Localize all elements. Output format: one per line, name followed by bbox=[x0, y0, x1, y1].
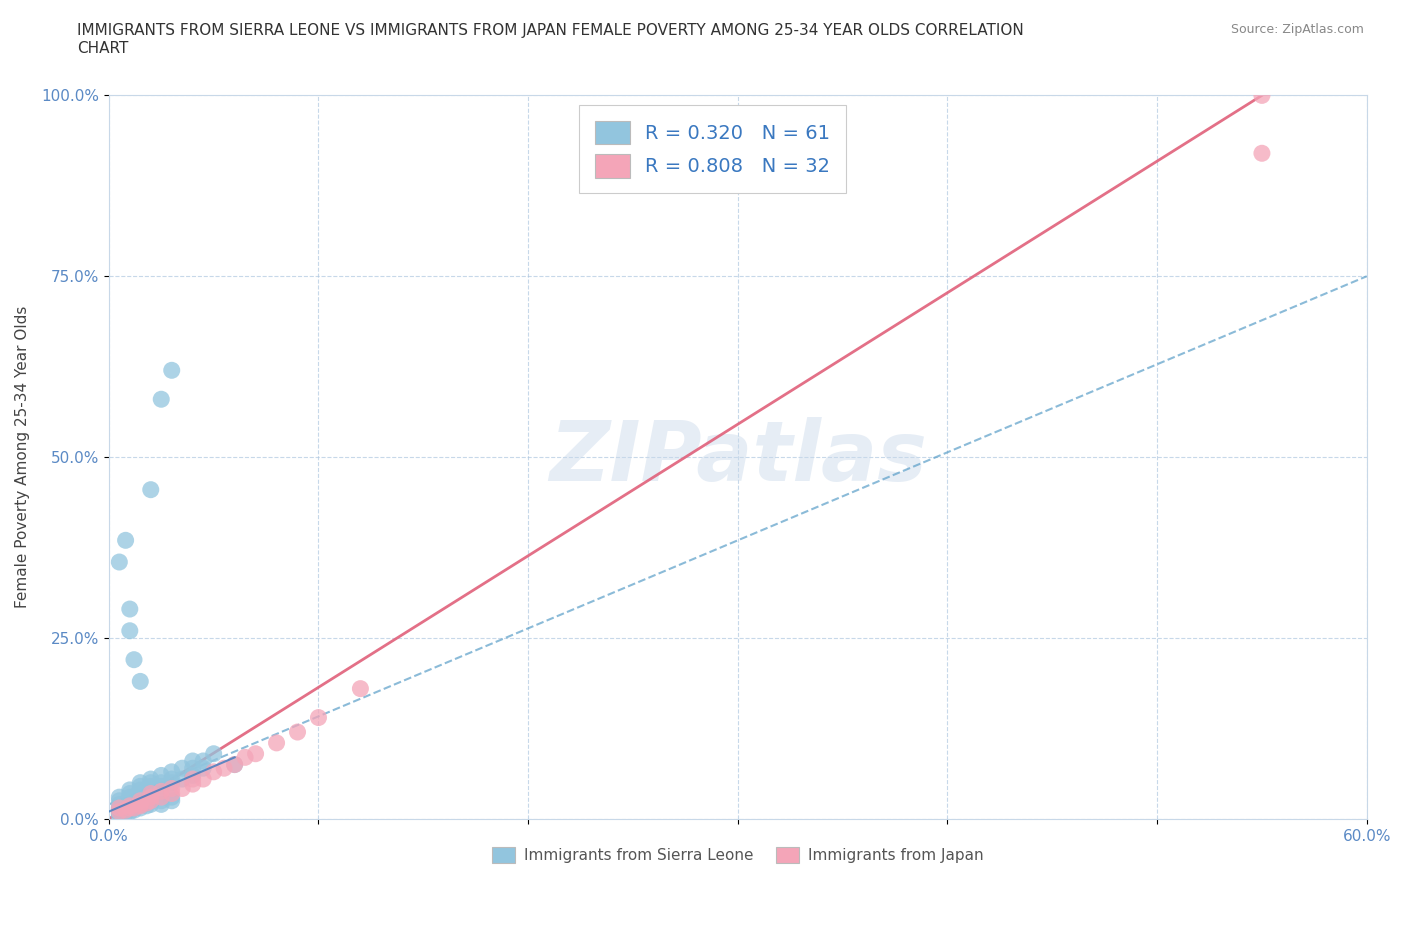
Point bbox=[224, 757, 246, 772]
Point bbox=[135, 795, 157, 810]
Point bbox=[308, 711, 330, 725]
Point bbox=[160, 363, 183, 378]
Point bbox=[172, 761, 194, 776]
Point bbox=[108, 804, 131, 819]
Point bbox=[122, 803, 145, 817]
Point bbox=[108, 804, 131, 819]
Point bbox=[150, 778, 173, 793]
Point bbox=[224, 757, 246, 772]
Point bbox=[118, 782, 141, 797]
Point bbox=[202, 764, 225, 779]
Point bbox=[118, 798, 141, 813]
Point bbox=[129, 776, 152, 790]
Point bbox=[114, 533, 136, 548]
Point bbox=[160, 790, 183, 804]
Point bbox=[108, 808, 131, 823]
Point bbox=[118, 801, 141, 816]
Point bbox=[129, 782, 152, 797]
Point bbox=[181, 753, 204, 768]
Point bbox=[172, 781, 194, 796]
Point bbox=[202, 746, 225, 761]
Text: ZIPatlas: ZIPatlas bbox=[548, 417, 927, 498]
Text: Source: ZipAtlas.com: Source: ZipAtlas.com bbox=[1230, 23, 1364, 36]
Point bbox=[139, 782, 162, 797]
Point bbox=[129, 798, 152, 813]
Point bbox=[1251, 146, 1274, 161]
Point bbox=[139, 790, 162, 804]
Point bbox=[108, 793, 131, 808]
Point bbox=[193, 772, 215, 787]
Point bbox=[122, 652, 145, 667]
Point bbox=[129, 674, 152, 689]
Point bbox=[122, 801, 145, 816]
Point bbox=[150, 768, 173, 783]
Point bbox=[114, 803, 136, 817]
Point bbox=[108, 790, 131, 804]
Point bbox=[114, 805, 136, 820]
Point bbox=[108, 803, 131, 817]
Y-axis label: Female Poverty Among 25-34 Year Olds: Female Poverty Among 25-34 Year Olds bbox=[15, 306, 30, 608]
Point bbox=[212, 761, 235, 776]
Point bbox=[129, 801, 152, 816]
Point bbox=[139, 786, 162, 801]
Point bbox=[118, 623, 141, 638]
Point bbox=[139, 793, 162, 808]
Point bbox=[160, 764, 183, 779]
Point bbox=[150, 776, 173, 790]
Point bbox=[118, 602, 141, 617]
Point bbox=[150, 392, 173, 406]
Point bbox=[150, 784, 173, 799]
Point bbox=[129, 797, 152, 812]
Point bbox=[122, 790, 145, 804]
Point bbox=[181, 768, 204, 783]
Point bbox=[129, 793, 152, 808]
Point bbox=[160, 793, 183, 808]
Point bbox=[139, 776, 162, 790]
Point bbox=[160, 776, 183, 790]
Point bbox=[193, 761, 215, 776]
Point bbox=[150, 790, 173, 804]
Point bbox=[129, 786, 152, 801]
Point bbox=[139, 797, 162, 812]
Point bbox=[172, 772, 194, 787]
Point bbox=[181, 777, 204, 791]
Point bbox=[118, 801, 141, 816]
Point bbox=[193, 753, 215, 768]
Point bbox=[349, 681, 371, 696]
Point bbox=[181, 772, 204, 787]
Point bbox=[108, 801, 131, 816]
Point bbox=[181, 761, 204, 776]
Point bbox=[118, 786, 141, 801]
Point bbox=[135, 798, 157, 813]
Point bbox=[266, 736, 288, 751]
Point bbox=[139, 793, 162, 808]
Point bbox=[129, 797, 152, 812]
Point bbox=[108, 554, 131, 569]
Point bbox=[108, 801, 131, 816]
Point bbox=[150, 793, 173, 808]
Point bbox=[139, 778, 162, 793]
Point bbox=[108, 805, 131, 820]
Text: IMMIGRANTS FROM SIERRA LEONE VS IMMIGRANTS FROM JAPAN FEMALE POVERTY AMONG 25-34: IMMIGRANTS FROM SIERRA LEONE VS IMMIGRAN… bbox=[77, 23, 1024, 56]
Point bbox=[114, 797, 136, 812]
Legend: Immigrants from Sierra Leone, Immigrants from Japan: Immigrants from Sierra Leone, Immigrants… bbox=[485, 841, 990, 870]
Point bbox=[1251, 88, 1274, 103]
Point bbox=[139, 483, 162, 498]
Point bbox=[139, 772, 162, 787]
Point bbox=[118, 798, 141, 813]
Point bbox=[135, 782, 157, 797]
Point bbox=[287, 724, 309, 739]
Point bbox=[108, 797, 131, 812]
Point bbox=[129, 778, 152, 793]
Point bbox=[118, 790, 141, 804]
Point bbox=[114, 803, 136, 817]
Point bbox=[233, 750, 256, 764]
Point bbox=[160, 786, 183, 801]
Point bbox=[160, 772, 183, 787]
Point bbox=[118, 804, 141, 819]
Point bbox=[160, 781, 183, 796]
Point bbox=[150, 797, 173, 812]
Point bbox=[245, 746, 267, 761]
